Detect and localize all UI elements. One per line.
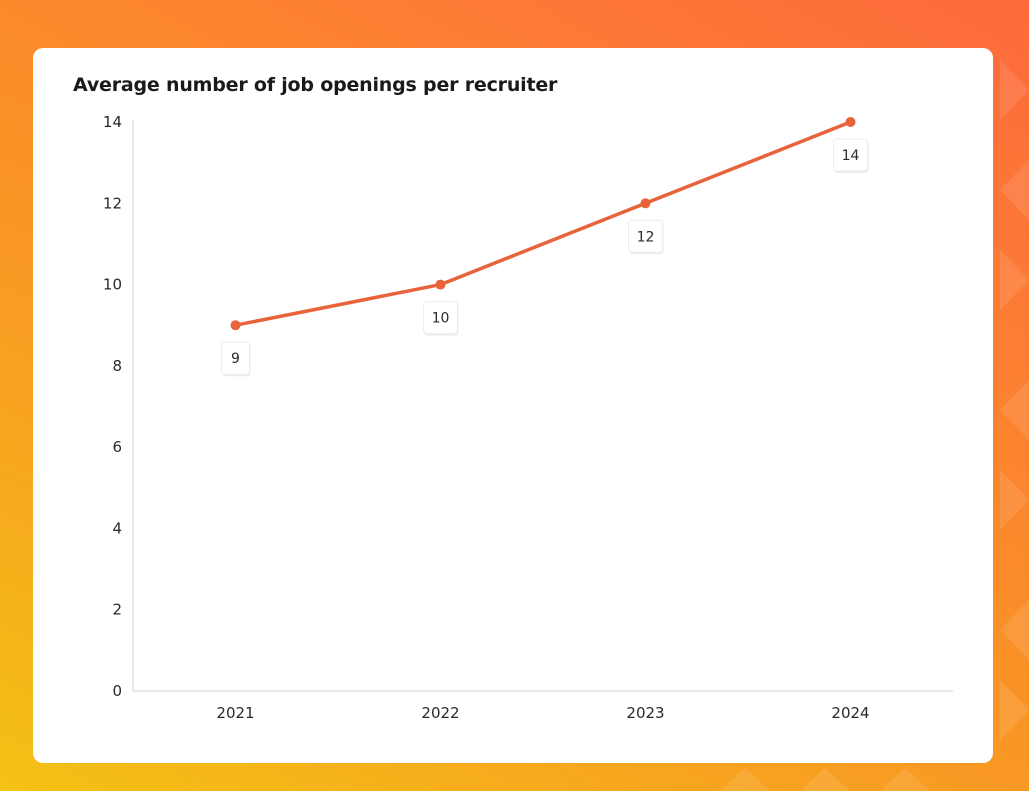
data-label: 14 — [842, 148, 860, 164]
data-label-box — [833, 138, 868, 172]
data-point — [640, 198, 651, 209]
x-tick-label: 2022 — [421, 704, 459, 722]
line-chart: 0 2 4 6 8 10 12 14 2021 2022 2023 2024 9 10 12 14 — [103, 113, 953, 722]
data-label-box — [423, 301, 458, 335]
y-tick-label: 6 — [112, 438, 122, 456]
series-line — [233, 120, 853, 327]
y-tick-label: 10 — [103, 276, 122, 294]
chart-title: Average number of job openings per recru… — [73, 74, 558, 96]
data-point — [845, 117, 856, 127]
data-label: 9 — [231, 351, 240, 367]
x-tick-label: 2021 — [216, 704, 254, 722]
y-tick-label: 8 — [112, 357, 122, 375]
y-tick-label: 4 — [112, 519, 122, 537]
y-tick-label: 0 — [112, 682, 122, 700]
data-label-box — [628, 219, 663, 253]
chart-card: Average number of job openings per recru… — [33, 48, 993, 763]
data-point — [435, 279, 446, 290]
y-tick-label: 2 — [112, 601, 122, 619]
x-tick-label: 2023 — [626, 704, 664, 722]
data-label-box — [221, 341, 250, 375]
y-tick-label: 14 — [103, 113, 122, 131]
data-label: 12 — [637, 229, 655, 245]
y-tick-label: 12 — [103, 194, 122, 212]
data-point — [230, 320, 241, 331]
data-label: 10 — [432, 311, 450, 327]
x-tick-label: 2024 — [831, 704, 869, 722]
